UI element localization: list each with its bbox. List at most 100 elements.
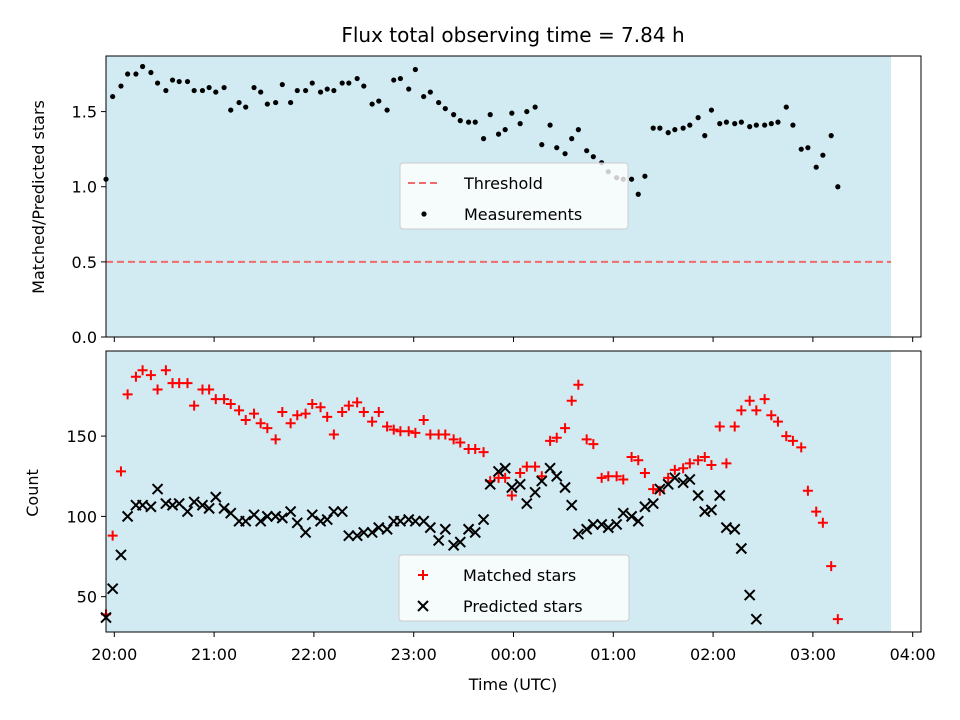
legend-box bbox=[399, 162, 629, 230]
x-tick-label: 03:00 bbox=[790, 645, 836, 664]
measurement-point bbox=[264, 101, 270, 107]
predicted-star-point bbox=[462, 523, 475, 535]
matched-star-point bbox=[802, 485, 813, 496]
matched-star-point bbox=[337, 407, 348, 418]
matched-star-point bbox=[307, 398, 318, 409]
ratio-ytick-label: 0.5 bbox=[72, 253, 97, 272]
ratio-panel-frame bbox=[105, 55, 922, 338]
matched-star-point bbox=[678, 463, 689, 474]
legend-measurements-swatch bbox=[421, 211, 427, 217]
measurement-point bbox=[279, 81, 285, 88]
matched-star-point bbox=[388, 424, 399, 435]
predicted-star-point bbox=[632, 515, 644, 527]
measurement-point bbox=[258, 89, 264, 95]
ratio-ytick-label: 1.5 bbox=[72, 103, 97, 122]
predicted-star-point bbox=[314, 515, 327, 527]
matched-star-point bbox=[693, 455, 704, 466]
predicted-star-point bbox=[625, 510, 638, 523]
measurement-point bbox=[738, 119, 744, 125]
measurement-point bbox=[687, 122, 693, 128]
predicted-star-point bbox=[254, 515, 267, 527]
matched-star-point bbox=[515, 468, 526, 479]
predicted-star-point bbox=[351, 529, 363, 542]
measurement-point bbox=[835, 184, 841, 190]
predicted-star-point bbox=[366, 526, 378, 539]
matched-star-point bbox=[721, 458, 732, 469]
measurement-point bbox=[547, 122, 553, 128]
matched-star-point bbox=[817, 517, 828, 528]
matched-star-point bbox=[545, 435, 556, 446]
measurement-point bbox=[635, 191, 641, 197]
measurement-point bbox=[768, 121, 774, 127]
matched-star-point bbox=[225, 398, 236, 409]
predicted-star-point bbox=[454, 536, 466, 548]
matched-star-point bbox=[566, 395, 577, 406]
measurement-point bbox=[790, 122, 796, 128]
predicted-star-point bbox=[284, 505, 297, 518]
legend-measurements-label: Measurements bbox=[464, 205, 582, 224]
measurement-point bbox=[110, 93, 116, 100]
x-tick-label: 21:00 bbox=[191, 645, 237, 664]
matched-star-point bbox=[240, 415, 251, 426]
matched-star-point bbox=[669, 464, 680, 475]
predicted-star-point bbox=[551, 470, 563, 482]
measurement-point bbox=[783, 104, 789, 110]
measurement-point bbox=[502, 127, 508, 133]
predicted-star-point bbox=[403, 513, 415, 526]
measurement-point bbox=[361, 83, 367, 89]
predicted-star-point bbox=[677, 476, 689, 489]
ratio-y-label: Matched/Predicted stars bbox=[29, 100, 48, 294]
matched-star-point bbox=[530, 461, 541, 472]
predicted-star-point bbox=[276, 512, 289, 524]
matched-star-point bbox=[315, 402, 326, 413]
measurement-point bbox=[628, 176, 635, 182]
measurement-point bbox=[753, 122, 759, 128]
measurement-point bbox=[762, 122, 768, 128]
measurement-point bbox=[584, 148, 590, 154]
matched-star-point bbox=[292, 410, 303, 421]
measurement-point bbox=[228, 107, 234, 113]
matched-star-point bbox=[500, 472, 511, 483]
matched-star-point bbox=[115, 466, 126, 477]
predicted-star-point bbox=[714, 489, 726, 502]
matched-star-point bbox=[706, 460, 717, 471]
count-y-label: Count bbox=[23, 469, 42, 517]
measurement-point bbox=[406, 86, 412, 92]
predicted-star-point bbox=[654, 483, 666, 495]
matched-star-point bbox=[410, 427, 421, 438]
matched-star-point bbox=[189, 400, 200, 411]
matched-star-point bbox=[826, 561, 837, 572]
matched-star-point bbox=[633, 455, 644, 466]
predicted-star-point bbox=[743, 589, 756, 601]
measurement-point bbox=[517, 121, 523, 127]
x-axis-label: Time (UTC) bbox=[468, 675, 557, 694]
measurement-point bbox=[820, 152, 826, 158]
measurement-point bbox=[243, 104, 249, 110]
measurement-point bbox=[575, 127, 581, 133]
matched-star-point bbox=[811, 506, 822, 517]
matched-star-point bbox=[744, 395, 755, 406]
matched-star-point bbox=[219, 394, 230, 405]
predicted-star-point bbox=[477, 513, 490, 526]
measurement-point bbox=[642, 173, 648, 179]
matched-star-point bbox=[448, 434, 459, 445]
measurement-point bbox=[805, 145, 811, 151]
predicted-star-point bbox=[166, 499, 179, 511]
predicted-star-point bbox=[529, 486, 541, 499]
matched-star-point bbox=[234, 405, 245, 416]
predicted-star-point bbox=[447, 539, 460, 551]
measurement-point bbox=[775, 119, 781, 125]
matched-star-point bbox=[588, 439, 599, 450]
predicted-star-point bbox=[160, 497, 172, 510]
measurement-point bbox=[495, 131, 502, 137]
predicted-star-point bbox=[492, 465, 505, 478]
ratio-panel: 0.0 0.5 1.0 1.5 Matched/Predicted stars Thr… bbox=[29, 55, 922, 347]
measurement-point bbox=[391, 77, 397, 83]
predicted-star-point bbox=[506, 481, 518, 494]
ratio-ytick-label: 0.0 bbox=[72, 328, 97, 347]
matched-star-point bbox=[145, 370, 156, 381]
matched-star-point bbox=[772, 416, 783, 427]
matched-star-point bbox=[781, 431, 792, 442]
matched-star-point bbox=[122, 389, 133, 400]
measurement-point bbox=[665, 130, 671, 136]
